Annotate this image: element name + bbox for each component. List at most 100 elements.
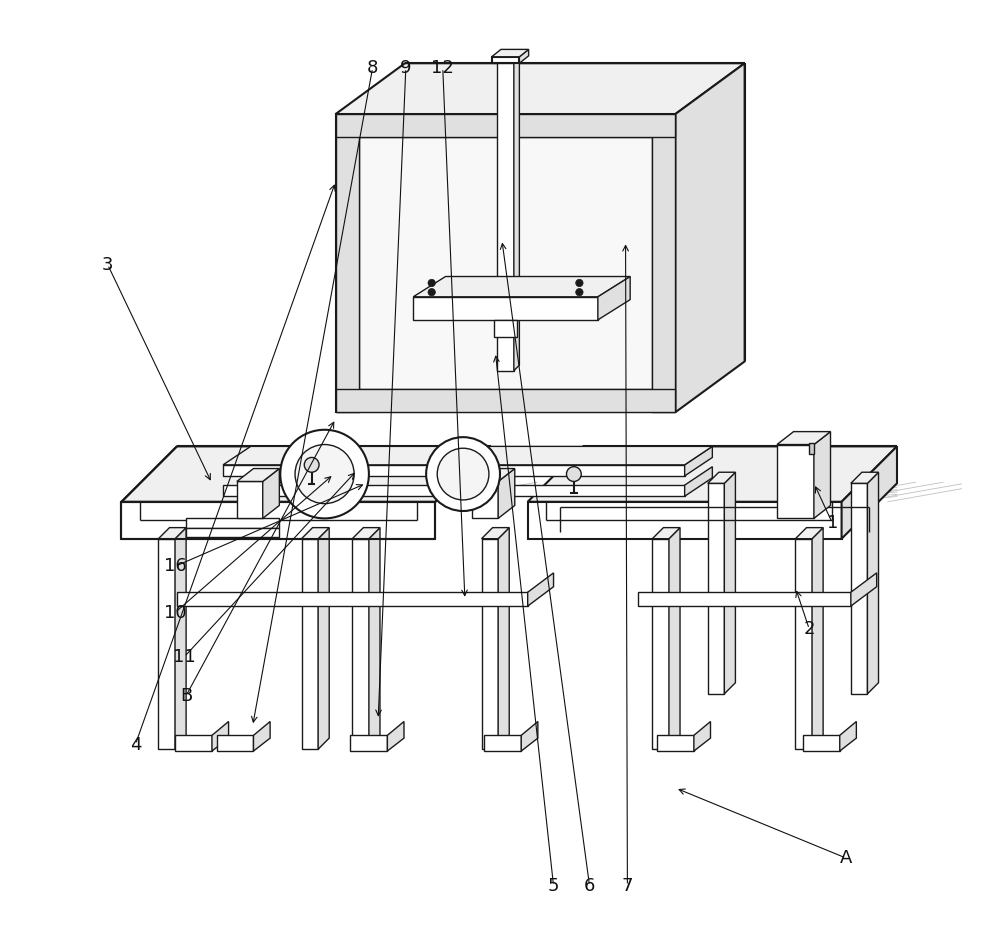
Polygon shape <box>223 465 685 476</box>
Polygon shape <box>675 63 745 412</box>
Polygon shape <box>413 277 630 297</box>
Polygon shape <box>528 573 554 607</box>
Circle shape <box>426 437 500 511</box>
Text: 9: 9 <box>400 59 412 77</box>
Circle shape <box>280 430 369 519</box>
Polygon shape <box>177 593 528 607</box>
Polygon shape <box>867 472 879 694</box>
Text: 12: 12 <box>431 59 454 77</box>
Polygon shape <box>795 528 823 539</box>
Circle shape <box>576 280 583 287</box>
Polygon shape <box>851 483 867 694</box>
Polygon shape <box>472 482 498 519</box>
Circle shape <box>428 280 435 287</box>
Polygon shape <box>121 446 491 502</box>
Text: A: A <box>840 849 852 867</box>
Circle shape <box>295 444 354 504</box>
Circle shape <box>304 457 319 472</box>
Text: 3: 3 <box>102 256 113 273</box>
Polygon shape <box>652 539 669 749</box>
Polygon shape <box>652 114 675 412</box>
Polygon shape <box>253 721 270 751</box>
Polygon shape <box>359 137 652 389</box>
Polygon shape <box>494 319 517 336</box>
Polygon shape <box>482 528 509 539</box>
Polygon shape <box>514 57 519 370</box>
Text: 2: 2 <box>804 620 815 638</box>
Polygon shape <box>694 721 710 751</box>
Polygon shape <box>369 528 380 749</box>
Polygon shape <box>851 472 879 483</box>
Polygon shape <box>809 443 814 454</box>
Polygon shape <box>685 446 712 476</box>
Polygon shape <box>217 735 253 751</box>
Polygon shape <box>669 528 680 749</box>
Polygon shape <box>413 297 598 319</box>
Text: B: B <box>180 687 192 705</box>
Polygon shape <box>851 573 877 607</box>
Polygon shape <box>528 446 897 502</box>
Polygon shape <box>237 482 263 519</box>
Polygon shape <box>598 277 630 319</box>
Text: 11: 11 <box>173 648 196 666</box>
Polygon shape <box>777 444 814 519</box>
Polygon shape <box>812 528 823 749</box>
Text: 4: 4 <box>130 735 141 754</box>
Polygon shape <box>497 63 514 370</box>
Polygon shape <box>387 721 404 751</box>
Polygon shape <box>840 721 856 751</box>
Text: 10: 10 <box>164 604 186 621</box>
Polygon shape <box>186 519 279 528</box>
Polygon shape <box>336 389 675 412</box>
Polygon shape <box>498 469 515 519</box>
Polygon shape <box>175 735 212 751</box>
Polygon shape <box>814 432 831 519</box>
Polygon shape <box>223 446 712 465</box>
Polygon shape <box>498 528 509 749</box>
Polygon shape <box>482 539 498 749</box>
Text: 8: 8 <box>367 59 378 77</box>
Polygon shape <box>521 721 538 751</box>
Polygon shape <box>223 485 685 496</box>
Polygon shape <box>158 539 175 749</box>
Polygon shape <box>492 49 529 56</box>
Polygon shape <box>237 469 279 482</box>
Polygon shape <box>350 735 387 751</box>
Polygon shape <box>352 528 380 539</box>
Polygon shape <box>263 469 279 519</box>
Polygon shape <box>336 63 745 114</box>
Polygon shape <box>212 721 229 751</box>
Text: 1: 1 <box>827 514 838 532</box>
Polygon shape <box>302 528 329 539</box>
Polygon shape <box>158 528 186 539</box>
Polygon shape <box>724 472 735 694</box>
Polygon shape <box>318 528 329 749</box>
Text: 7: 7 <box>622 877 633 895</box>
Text: 16: 16 <box>164 557 186 575</box>
Polygon shape <box>708 483 724 694</box>
Text: 6: 6 <box>584 877 595 895</box>
Polygon shape <box>795 539 812 749</box>
Text: 5: 5 <box>548 877 559 895</box>
Polygon shape <box>302 539 318 749</box>
Polygon shape <box>803 735 840 751</box>
Polygon shape <box>336 114 675 137</box>
Polygon shape <box>484 735 521 751</box>
Polygon shape <box>685 467 712 496</box>
Circle shape <box>576 289 583 296</box>
Circle shape <box>566 467 581 482</box>
Polygon shape <box>638 593 851 607</box>
Polygon shape <box>352 539 369 749</box>
Polygon shape <box>842 446 897 539</box>
Polygon shape <box>519 49 529 63</box>
Polygon shape <box>708 472 735 483</box>
Polygon shape <box>336 114 675 412</box>
Polygon shape <box>336 114 359 412</box>
Polygon shape <box>121 502 435 539</box>
Circle shape <box>437 448 489 500</box>
Polygon shape <box>777 432 831 444</box>
Circle shape <box>428 289 435 296</box>
Polygon shape <box>472 469 515 482</box>
Polygon shape <box>492 56 519 63</box>
Polygon shape <box>186 528 279 537</box>
